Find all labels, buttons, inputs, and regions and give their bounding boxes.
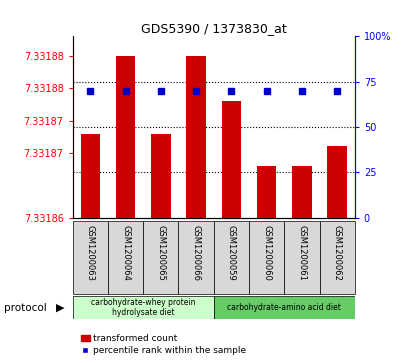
Text: GSM1200059: GSM1200059 [227, 225, 236, 281]
Bar [108, 221, 143, 294]
Text: GSM1200064: GSM1200064 [121, 225, 130, 281]
Legend: transformed count, percentile rank within the sample: transformed count, percentile rank withi… [77, 331, 250, 359]
Bar [320, 221, 355, 294]
Bar [81, 134, 100, 218]
Text: protocol: protocol [4, 303, 47, 313]
Text: carbohydrate-whey protein
hydrolysate diet: carbohydrate-whey protein hydrolysate di… [91, 298, 195, 317]
Bar [222, 101, 241, 218]
Text: ▶: ▶ [56, 303, 64, 313]
Text: GSM1200060: GSM1200060 [262, 225, 271, 281]
Bar [116, 56, 135, 218]
Bar [73, 221, 108, 294]
Bar [249, 221, 284, 294]
Bar [186, 56, 206, 218]
Bar [292, 166, 312, 218]
Bar [284, 221, 320, 294]
Text: GSM1200061: GSM1200061 [298, 225, 306, 281]
Bar [257, 166, 276, 218]
Text: GSM1200062: GSM1200062 [333, 225, 342, 281]
Bar [327, 147, 347, 218]
Text: GSM1200065: GSM1200065 [156, 225, 165, 281]
Text: carbohydrate-amino acid diet: carbohydrate-amino acid diet [227, 303, 341, 312]
Bar [73, 296, 214, 319]
Title: GDS5390 / 1373830_at: GDS5390 / 1373830_at [141, 22, 287, 35]
Text: GSM1200063: GSM1200063 [86, 225, 95, 281]
Bar [143, 221, 178, 294]
Text: GSM1200066: GSM1200066 [192, 225, 200, 281]
Bar [214, 221, 249, 294]
Bar [151, 134, 171, 218]
Bar [178, 221, 214, 294]
Bar [214, 296, 355, 319]
